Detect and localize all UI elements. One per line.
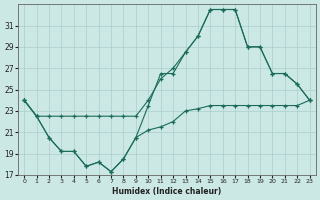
X-axis label: Humidex (Indice chaleur): Humidex (Indice chaleur) [112, 187, 221, 196]
